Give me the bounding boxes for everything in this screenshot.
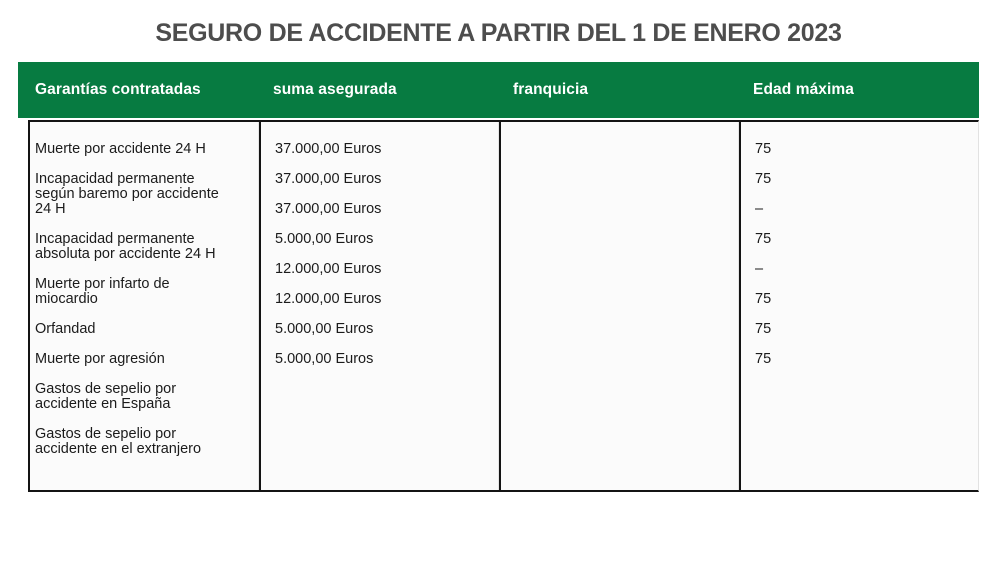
- garantia-item: Muerte por agresión: [35, 351, 165, 367]
- suma-item: 37.000,00 Euros: [275, 201, 382, 217]
- suma-item: 37.000,00 Euros: [275, 141, 382, 157]
- edad-item: 75: [755, 171, 772, 187]
- suma-item: 5.000,00 Euros: [275, 351, 374, 367]
- table-body: Muerte por accidente 24 H Incapacidad per…: [28, 120, 979, 492]
- garantia-item: Gastos de sepelio por accidente en Españ…: [35, 381, 177, 412]
- cell-edad-maxima: 75 75 – 75 – 75 75 75: [739, 122, 978, 490]
- column-header-edad-maxima: Edad máxima: [753, 81, 855, 98]
- edad-item: –: [755, 201, 764, 217]
- edad-item: 75: [755, 291, 772, 307]
- cell-garantias: Muerte por accidente 24 H Incapacidad per…: [30, 122, 259, 490]
- suma-item: 12.000,00 Euros: [275, 261, 382, 277]
- page-title: SEGURO DE ACCIDENTE A PARTIR DEL 1 DE EN…: [155, 19, 842, 47]
- column-header-garantias: Garantías contratadas: [35, 81, 201, 98]
- suma-item: 5.000,00 Euros: [275, 321, 374, 337]
- garantia-item: Muerte por accidente 24 H: [35, 141, 206, 157]
- cell-franquicia: [499, 122, 739, 490]
- suma-item: 12.000,00 Euros: [275, 291, 382, 307]
- garantia-item: Incapacidad permanente absoluta por acci…: [35, 231, 216, 262]
- edad-item: 75: [755, 141, 772, 157]
- table-header-row: Garantías contratadas suma asegurada fra…: [18, 62, 979, 118]
- garantia-item: Incapacidad permanente según baremo por …: [35, 171, 219, 217]
- edad-item: 75: [755, 351, 772, 367]
- garantia-item: Gastos de sepelio por accidente en el ex…: [35, 426, 202, 457]
- column-header-suma-asegurada: suma asegurada: [273, 81, 397, 98]
- garantia-item: Orfandad: [35, 321, 96, 337]
- edad-item: 75: [755, 231, 772, 247]
- edad-item: 75: [755, 321, 772, 337]
- suma-item: 37.000,00 Euros: [275, 171, 382, 187]
- cell-suma-asegurada: 37.000,00 Euros 37.000,00 Euros 37.000,00 …: [259, 122, 499, 490]
- column-header-franquicia: franquicia: [513, 81, 589, 98]
- suma-item: 5.000,00 Euros: [275, 231, 374, 247]
- garantia-item: Muerte por infarto de miocardio: [35, 276, 170, 307]
- edad-item: –: [755, 261, 764, 277]
